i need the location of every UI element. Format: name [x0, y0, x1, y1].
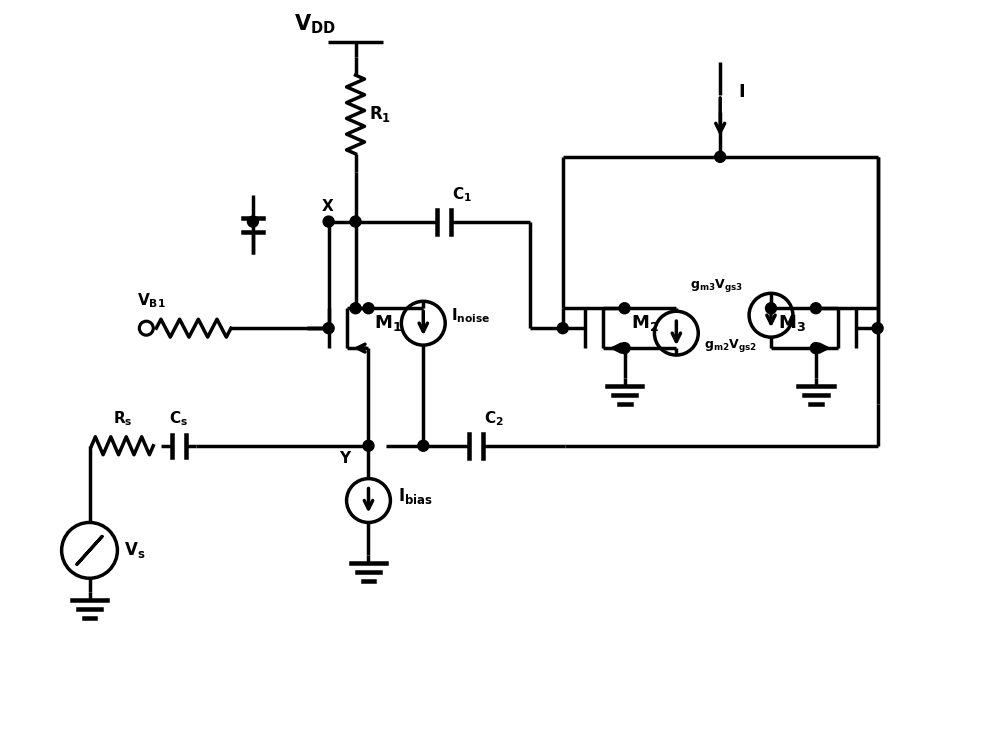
- Text: $\mathbf{I_{noise}}$: $\mathbf{I_{noise}}$: [451, 306, 491, 324]
- Text: $\mathbf{R_s}$: $\mathbf{R_s}$: [113, 409, 132, 428]
- Circle shape: [619, 302, 630, 314]
- Text: $\mathbf{V}_{\mathbf{DD}}$: $\mathbf{V}_{\mathbf{DD}}$: [294, 13, 336, 36]
- Text: Y: Y: [339, 451, 351, 466]
- Text: $\mathbf{g_{m2}V_{gs2}}$: $\mathbf{g_{m2}V_{gs2}}$: [704, 336, 758, 354]
- Circle shape: [323, 216, 334, 227]
- Circle shape: [810, 302, 821, 314]
- Circle shape: [350, 216, 361, 227]
- Text: $\mathbf{C_2}$: $\mathbf{C_2}$: [484, 409, 503, 428]
- Circle shape: [715, 151, 726, 163]
- Circle shape: [363, 440, 374, 451]
- Text: $\mathbf{I}$: $\mathbf{I}$: [738, 83, 745, 101]
- Text: $\mathbf{g_{m3}V_{gs3}}$: $\mathbf{g_{m3}V_{gs3}}$: [690, 277, 743, 294]
- Text: $\mathbf{V_{B1}}$: $\mathbf{V_{B1}}$: [137, 292, 166, 310]
- Text: $\mathbf{I_{bias}}$: $\mathbf{I_{bias}}$: [398, 485, 433, 506]
- Circle shape: [766, 302, 776, 314]
- Text: X: X: [322, 199, 334, 214]
- Text: $\mathbf{R_1}$: $\mathbf{R_1}$: [369, 104, 392, 125]
- Text: $\mathbf{M_2}$: $\mathbf{M_2}$: [631, 313, 658, 333]
- Circle shape: [619, 342, 630, 354]
- Circle shape: [872, 323, 883, 333]
- Text: $\mathbf{C_1}$: $\mathbf{C_1}$: [452, 185, 472, 203]
- Text: $\mathbf{C_s}$: $\mathbf{C_s}$: [169, 409, 188, 428]
- Circle shape: [350, 302, 361, 314]
- Circle shape: [247, 216, 258, 227]
- Circle shape: [323, 323, 334, 333]
- Circle shape: [557, 323, 568, 333]
- Circle shape: [418, 440, 429, 451]
- Text: $\mathbf{V_s}$: $\mathbf{V_s}$: [124, 541, 146, 560]
- Circle shape: [363, 302, 374, 314]
- Text: $\mathbf{M_1}$: $\mathbf{M_1}$: [374, 313, 402, 333]
- Text: $\mathbf{M_3}$: $\mathbf{M_3}$: [778, 313, 806, 333]
- Circle shape: [810, 342, 821, 354]
